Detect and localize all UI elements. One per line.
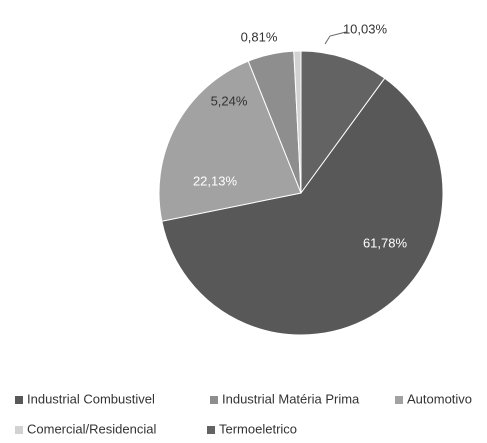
data-label: 10,03%	[343, 21, 388, 36]
legend-swatch	[15, 396, 23, 404]
legend-label: Comercial/Residencial	[27, 421, 156, 436]
legend-swatch	[15, 426, 23, 434]
pie-slice	[300, 50, 386, 195]
pie-slice	[161, 77, 444, 336]
data-label: 5,24%	[211, 93, 248, 108]
leader-line	[324, 31, 347, 45]
legend-swatch	[207, 426, 215, 434]
data-label: 22,13%	[193, 173, 238, 188]
legend-swatch	[210, 396, 218, 404]
legend-label: Industrial Matéria Prima	[222, 391, 360, 406]
legend-swatch	[395, 396, 403, 404]
data-label: 61,78%	[363, 235, 408, 250]
legend-label: Automotivo	[407, 391, 472, 406]
pie-slice	[158, 60, 302, 222]
legend-label: Industrial Combustivel	[27, 391, 155, 406]
legend-label: Termoeletrico	[219, 421, 297, 436]
pie-slice	[293, 50, 302, 194]
data-label: 0,81%	[241, 29, 278, 44]
